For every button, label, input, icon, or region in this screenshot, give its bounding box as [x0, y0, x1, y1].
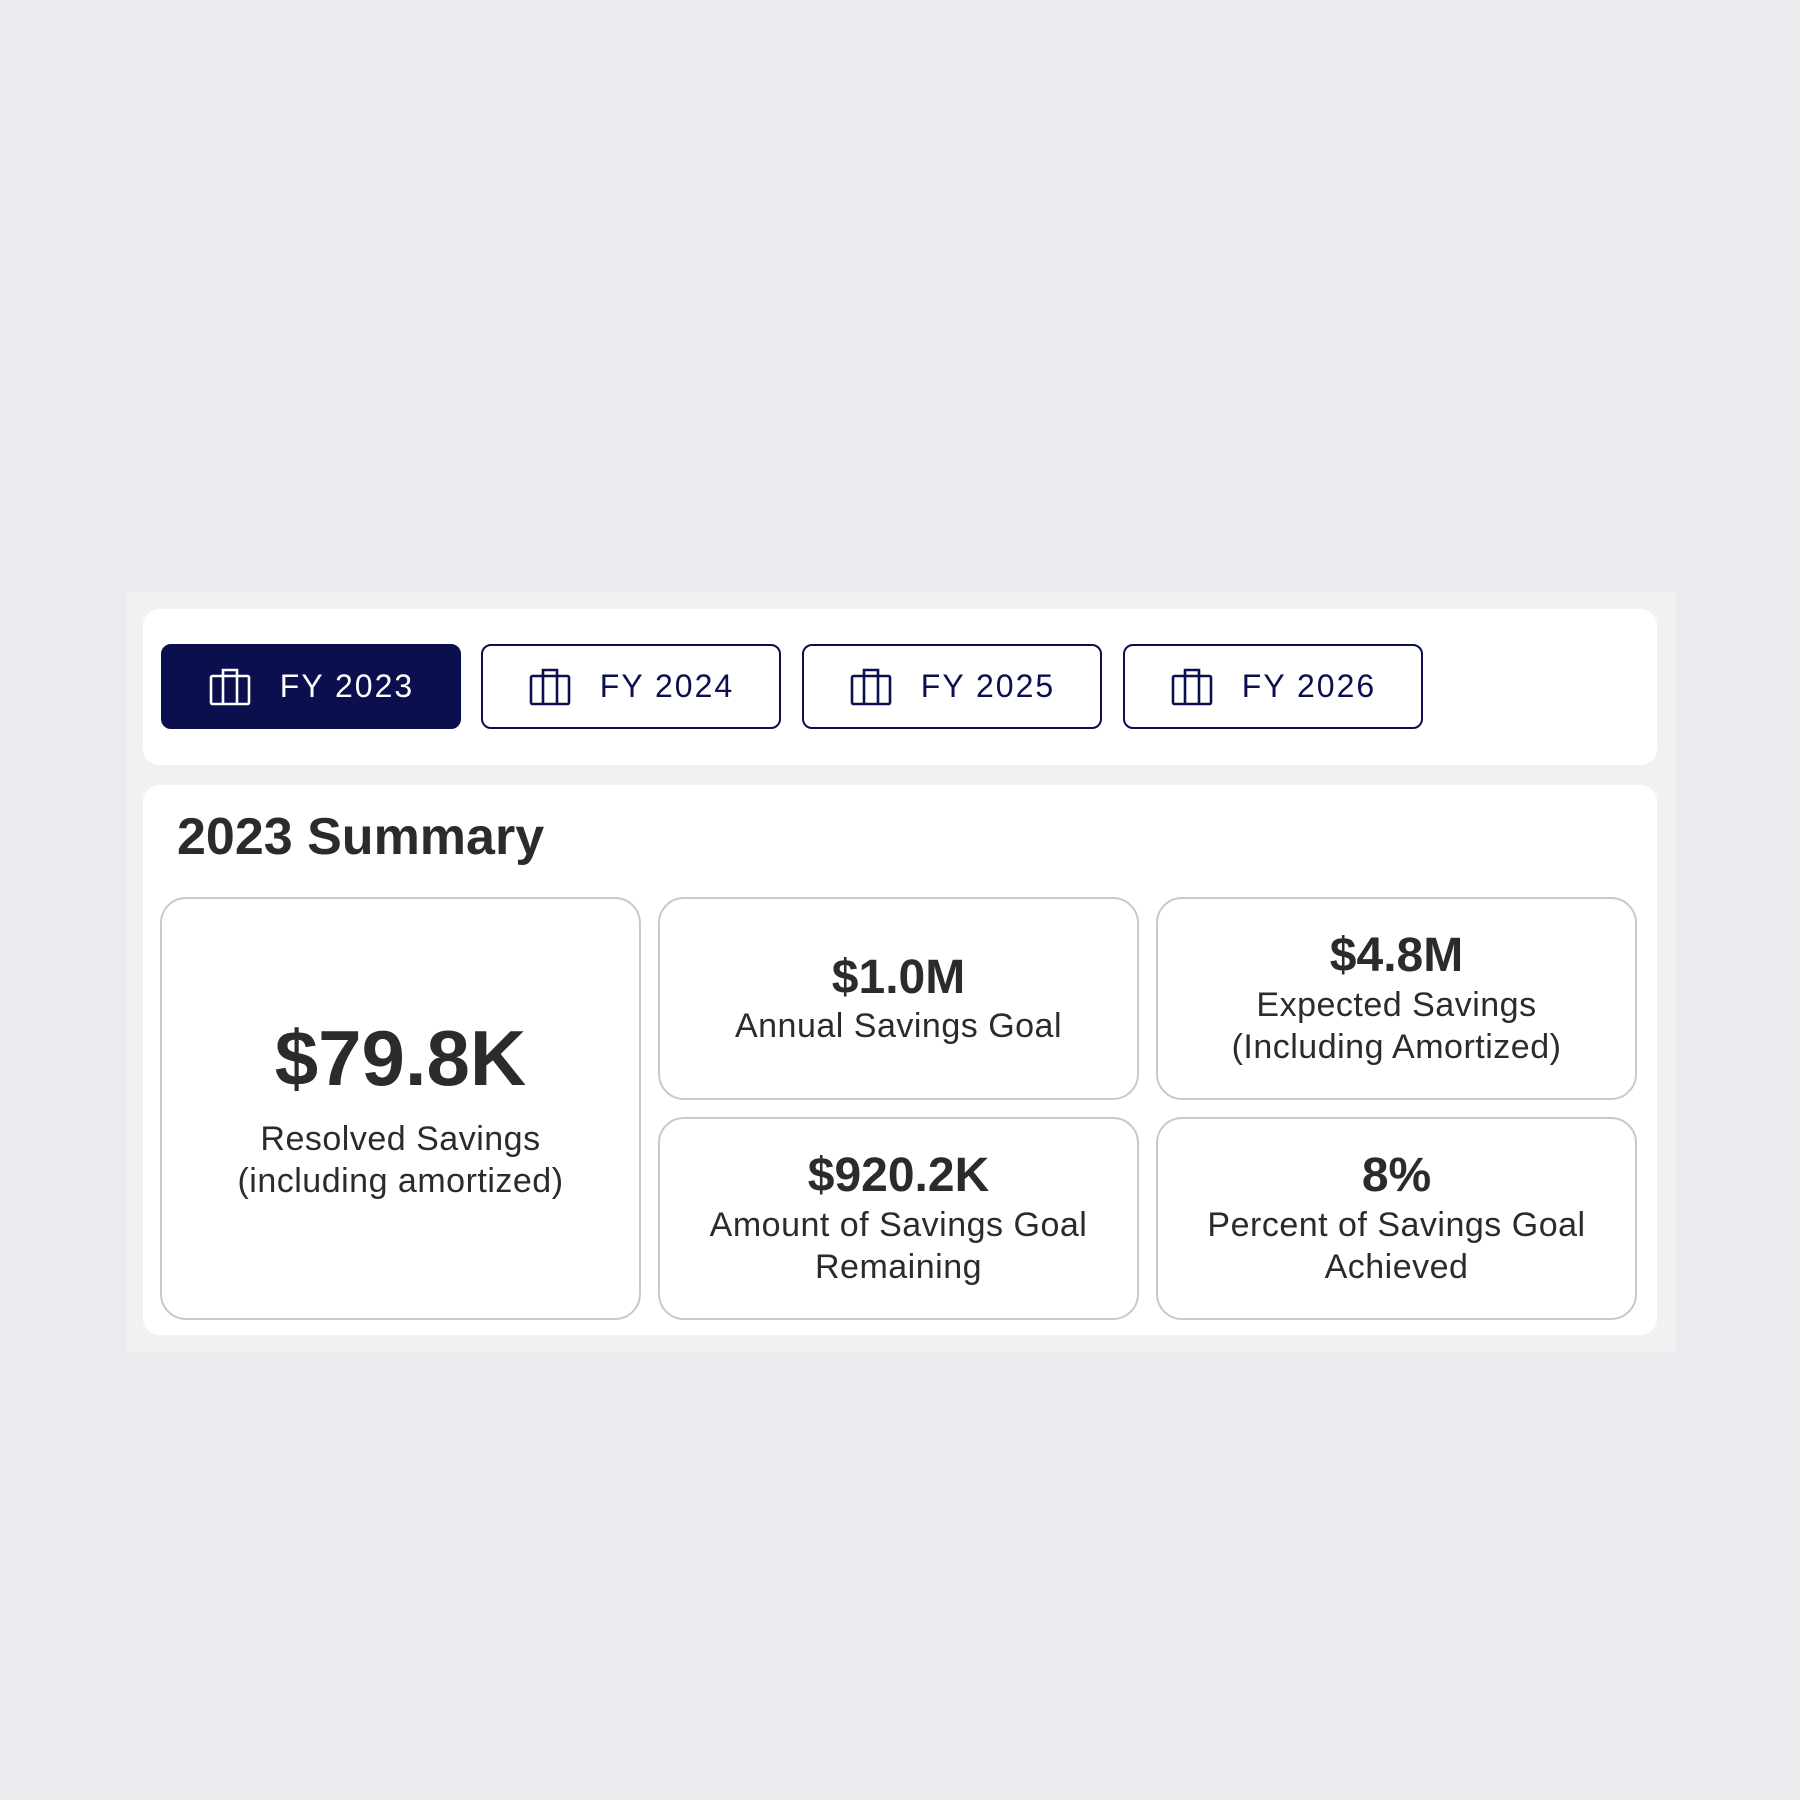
briefcase-icon — [209, 668, 251, 705]
summary-panel: 2023 Summary $79.8K Resolved Savings (in… — [143, 785, 1657, 1335]
percent-goal-achieved-value: 8% — [1361, 1149, 1432, 1203]
summary-title: 2023 Summary — [177, 808, 545, 866]
annual-savings-goal-label: Annual Savings Goal — [734, 1006, 1063, 1045]
percent-goal-achieved-label: Percent of Savings Goal Achieved — [1207, 1205, 1586, 1287]
tab-fy-2024[interactable]: FY 2024 — [481, 644, 781, 729]
briefcase-icon — [850, 668, 892, 705]
annual-savings-goal-value: $1.0M — [831, 950, 966, 1004]
briefcase-icon — [529, 668, 571, 705]
resolved-savings-card: $79.8K Resolved Savings (including amort… — [160, 897, 641, 1320]
tab-label: FY 2024 — [599, 668, 735, 704]
tab-fy-2025[interactable]: FY 2025 — [802, 644, 1102, 729]
tab-label: FY 2026 — [1241, 668, 1377, 704]
tab-fy-2023[interactable]: FY 2023 — [161, 644, 461, 729]
expected-savings-label: Expected Savings (Including Amortized) — [1231, 985, 1562, 1067]
resolved-savings-value: $79.8K — [274, 1014, 527, 1103]
expected-savings-card: $4.8M Expected Savings (Including Amorti… — [1156, 897, 1637, 1100]
savings-widget: FY 2023 FY 2024 FY 2025 — [126, 592, 1676, 1352]
savings-goal-remaining-value: $920.2K — [807, 1149, 990, 1203]
tab-label: FY 2023 — [279, 668, 415, 704]
annual-savings-goal-card: $1.0M Annual Savings Goal — [658, 897, 1139, 1100]
savings-goal-remaining-card: $920.2K Amount of Savings Goal Remaining — [658, 1117, 1139, 1320]
expected-savings-value: $4.8M — [1329, 929, 1464, 983]
tab-fy-2026[interactable]: FY 2026 — [1123, 644, 1423, 729]
savings-goal-remaining-label: Amount of Savings Goal Remaining — [709, 1205, 1088, 1287]
fiscal-year-tabs: FY 2023 FY 2024 FY 2025 — [143, 609, 1657, 765]
tab-label: FY 2025 — [920, 668, 1056, 704]
percent-goal-achieved-card: 8% Percent of Savings Goal Achieved — [1156, 1117, 1637, 1320]
resolved-savings-label: Resolved Savings (including amortized) — [237, 1119, 564, 1201]
briefcase-icon — [1171, 668, 1213, 705]
